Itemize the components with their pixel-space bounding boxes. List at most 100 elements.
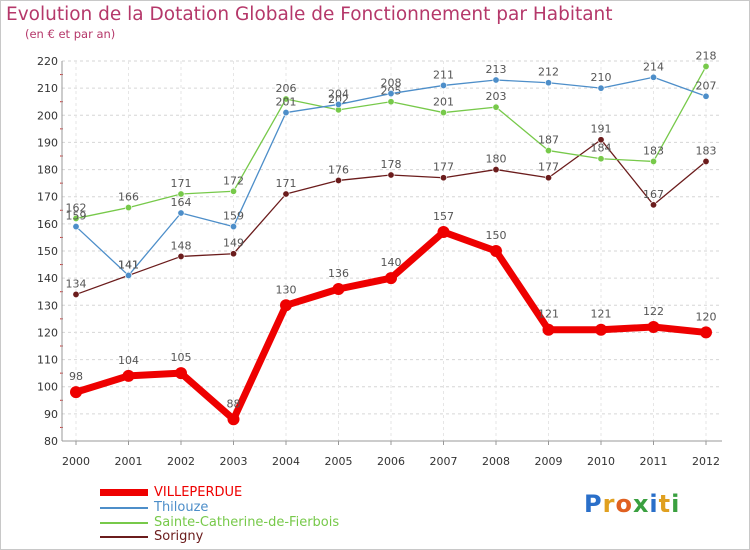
data-point: [597, 155, 605, 163]
data-point: [72, 223, 80, 231]
data-label: 157: [433, 210, 454, 223]
y-tick-label: 130: [37, 299, 58, 312]
data-label: 172: [223, 174, 244, 187]
data-point: [280, 299, 292, 312]
data-label: 191: [591, 123, 612, 136]
data-label: 206: [276, 82, 297, 95]
data-label: 178: [381, 158, 402, 171]
data-label: 149: [223, 237, 244, 250]
y-tick-label: 160: [37, 218, 58, 231]
data-label: 162: [66, 201, 87, 214]
legend-swatch: [100, 521, 148, 524]
y-tick-label: 140: [37, 272, 58, 285]
legend-label: Sainte-Catherine-de-Fierbois: [154, 515, 340, 530]
y-tick-label: 180: [37, 164, 58, 177]
chart-subtitle: (en € et par an): [25, 27, 116, 41]
x-tick-label: 2009: [535, 455, 563, 468]
y-tick-label: 220: [37, 55, 58, 68]
data-point: [649, 73, 657, 81]
x-tick-label: 2003: [220, 455, 248, 468]
data-label: 210: [591, 71, 612, 84]
data-label: 141: [118, 258, 139, 271]
data-point: [125, 204, 133, 212]
data-label: 136: [328, 267, 349, 280]
data-label: 214: [643, 60, 664, 73]
logo-letter: P: [584, 490, 603, 518]
data-point: [702, 157, 710, 165]
data-point: [544, 174, 552, 182]
data-label: 105: [171, 351, 192, 364]
legend-label: VILLEPERDUE: [154, 485, 243, 500]
y-tick-label: 150: [37, 245, 58, 258]
data-label: 134: [66, 277, 87, 290]
y-tick-label: 120: [37, 326, 58, 339]
logo-letter: o: [615, 490, 633, 518]
x-tick-label: 2007: [430, 455, 458, 468]
legend-item: Thilouze: [100, 501, 208, 514]
data-label: 159: [66, 210, 87, 223]
data-point: [332, 283, 345, 295]
data-point: [125, 271, 133, 279]
data-point: [439, 109, 447, 117]
logo-letter: r: [602, 490, 616, 518]
proxiti-logo: Proxiti: [584, 490, 680, 518]
data-label: 213: [486, 63, 507, 76]
data-label: 121: [591, 308, 612, 321]
data-label: 88: [227, 397, 241, 410]
y-tick-label: 200: [37, 109, 58, 122]
data-label: 171: [171, 177, 192, 190]
data-point: [387, 90, 395, 98]
data-point: [649, 157, 657, 165]
data-label: 148: [171, 239, 192, 252]
legend-item: Sorigny: [100, 530, 203, 543]
data-point: [282, 190, 290, 198]
data-point: [492, 166, 500, 174]
data-point: [647, 321, 660, 333]
data-label: 167: [643, 188, 664, 201]
data-point: [230, 223, 238, 231]
data-point: [387, 98, 395, 106]
data-label: 120: [696, 310, 717, 323]
data-label: 180: [486, 153, 507, 166]
y-tick-label: 210: [37, 82, 58, 95]
data-point: [597, 84, 605, 92]
data-label: 202: [328, 93, 349, 106]
x-tick-label: 2008: [482, 455, 510, 468]
data-point: [230, 187, 238, 195]
data-point: [490, 245, 502, 257]
x-tick-label: 2001: [115, 455, 143, 468]
legend-label: Sorigny: [154, 529, 204, 544]
x-tick-label: 2005: [325, 455, 353, 468]
data-point: [177, 209, 185, 217]
x-tick-label: 2002: [167, 455, 195, 468]
data-point: [282, 95, 290, 103]
data-label: 183: [696, 144, 717, 157]
data-label: 176: [328, 163, 349, 176]
legend-swatch: [100, 535, 148, 538]
data-label: 204: [328, 87, 349, 100]
y-tick-label: 80: [44, 435, 58, 448]
data-point: [597, 136, 605, 144]
logo-letter: x: [632, 490, 650, 518]
legend-swatch: [100, 506, 148, 509]
data-point: [437, 226, 450, 238]
data-point: [334, 176, 342, 184]
data-label: 166: [118, 191, 139, 204]
x-tick-label: 2000: [62, 455, 90, 468]
data-label: 201: [276, 96, 297, 109]
logo-letter: i: [671, 490, 681, 518]
data-label: 130: [276, 283, 297, 296]
data-point: [175, 367, 187, 380]
x-tick-label: 2011: [640, 455, 668, 468]
x-tick-label: 2004: [272, 455, 300, 468]
data-label: 150: [486, 229, 507, 242]
chart-title: Evolution de la Dotation Globale de Fonc…: [6, 4, 613, 25]
logo-letter: i: [649, 490, 659, 518]
data-label: 203: [486, 90, 507, 103]
legend-item: VILLEPERDUE: [100, 486, 242, 499]
data-label: 104: [118, 354, 139, 367]
data-label: 207: [696, 79, 717, 92]
data-point: [439, 174, 447, 182]
legend-label: Thilouze: [154, 500, 209, 515]
